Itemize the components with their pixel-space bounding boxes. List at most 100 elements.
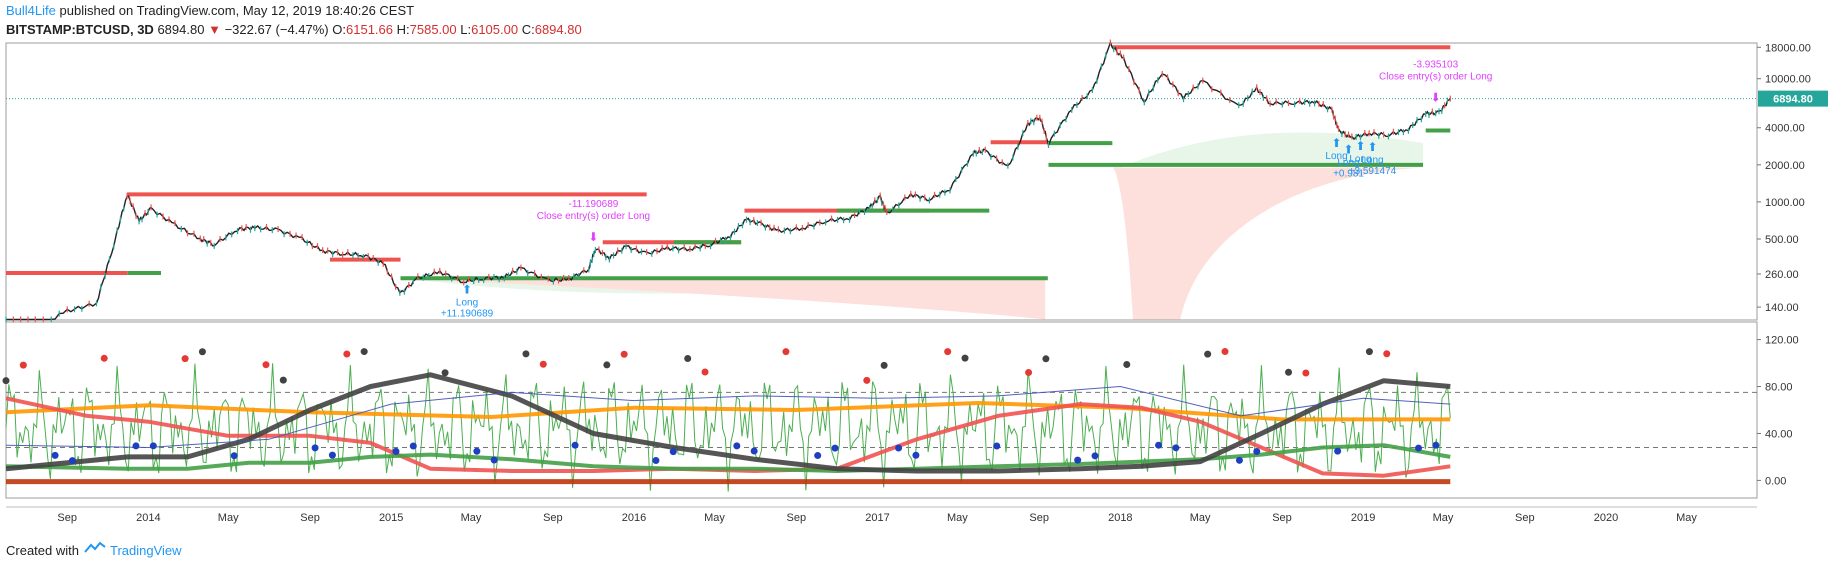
long-entry-arrow-icon: ⬆ — [1332, 136, 1342, 150]
y-tick-label: 140.00 — [1765, 302, 1799, 314]
exit-order-label: Close entry(s) order Long — [1379, 72, 1492, 83]
overbought-dot — [620, 350, 628, 358]
oversold-dot — [1074, 456, 1082, 464]
oversold-dot — [652, 456, 660, 464]
long-entry-label: Long — [1361, 155, 1383, 166]
exit-order-label: Close entry(s) order Long — [537, 211, 650, 222]
exit-profit-label: -3.935103 — [1413, 60, 1458, 71]
oversold-dot — [473, 447, 481, 455]
oscillator-pane-frame — [5, 321, 1758, 499]
y-tick-label: 4000.00 — [1765, 123, 1805, 135]
green-line-series — [5, 443, 1451, 473]
long-entry-arrow-icon: ⬆ — [1355, 139, 1365, 153]
x-tick-label: 2019 — [1351, 512, 1375, 524]
tradingview-link[interactable]: TradingView — [110, 543, 182, 558]
high-label: H: — [396, 22, 410, 37]
close-value: 6894.80 — [534, 22, 582, 37]
x-tick-label: May — [704, 512, 725, 524]
dark-line-series — [5, 372, 1451, 474]
tradingview-logo-icon — [83, 541, 110, 558]
y-tick-label: 260.00 — [1765, 269, 1799, 281]
overbought-dot — [603, 361, 611, 369]
y-tick-label: 1000.00 — [1765, 197, 1805, 209]
x-tick-label: Sep — [300, 512, 320, 524]
x-tick-label: Sep — [1515, 512, 1535, 524]
overbought-dot — [100, 354, 108, 362]
long-entry-label: Long — [1349, 154, 1371, 165]
oversold-dot — [831, 444, 839, 452]
created-with-label: Created with — [6, 543, 79, 558]
x-tick-label: 2014 — [136, 512, 160, 524]
overbought-dot — [944, 348, 952, 356]
oversold-dot — [1172, 444, 1180, 452]
overbought-dot — [522, 350, 530, 358]
oversold-dot — [490, 456, 498, 464]
overbought-dot — [441, 369, 449, 377]
last-price: 6894.80 — [157, 22, 205, 37]
symbol-line: BITSTAMP:BTCUSD, 3D 6894.80 ▼ −322.67 (−… — [6, 22, 582, 37]
osc-y-tick-label: 40.00 — [1765, 428, 1793, 440]
volume-profile-red-2 — [403, 278, 1046, 320]
open-value: 6151.66 — [346, 22, 393, 37]
oversold-dot — [311, 444, 319, 452]
low-value: 6105.00 — [471, 22, 519, 37]
long-entry-profit: +0.981 — [1333, 168, 1364, 179]
oversold-dot — [1091, 452, 1099, 460]
x-tick-label: May — [461, 512, 482, 524]
oversold-dot — [68, 457, 76, 465]
price-pane-frame — [5, 42, 1758, 321]
last-price-tag — [1758, 90, 1828, 107]
overbought-dot — [19, 361, 27, 369]
y-tick-label: 500.00 — [1765, 234, 1799, 246]
oversold-dot — [993, 442, 1001, 450]
overbought-dot — [198, 348, 206, 356]
overbought-dot — [1025, 368, 1033, 376]
overbought-dot — [701, 368, 709, 376]
long-entry-arrow-icon: ⬆ — [1343, 142, 1353, 156]
open-label: O: — [332, 22, 346, 37]
blue-line-series — [5, 386, 1451, 448]
overbought-dot — [1221, 348, 1229, 356]
exit-profit-label: -11.190689 — [569, 199, 619, 210]
overbought-dot — [1123, 360, 1131, 368]
y-tick-label: 10000.00 — [1765, 74, 1811, 86]
x-tick-label: 2020 — [1594, 512, 1618, 524]
oversold-dot — [1235, 456, 1243, 464]
high-value: 7585.00 — [409, 22, 457, 37]
overbought-dot — [863, 376, 871, 384]
oversold-dot — [392, 447, 400, 455]
low-label: L: — [460, 22, 472, 37]
oversold-dot — [409, 442, 417, 450]
oversold-dot — [895, 444, 903, 452]
volume-profile-red — [1113, 167, 1424, 320]
x-tick-label: May — [1190, 512, 1211, 524]
y-tick-label: 2000.00 — [1765, 160, 1805, 172]
overbought-dot — [343, 350, 351, 358]
x-tick-label: May — [218, 512, 239, 524]
x-tick-label: May — [1676, 512, 1697, 524]
y-tick-label: 18000.00 — [1765, 42, 1811, 54]
x-tick-label: 2015 — [379, 512, 403, 524]
close-label: C: — [521, 22, 535, 37]
oversold-dot — [328, 451, 336, 459]
last-price-tag-label: 6894.80 — [1773, 94, 1813, 106]
long-entry-arrow-icon: ⬆ — [462, 283, 472, 297]
author-link[interactable]: Bull4Life — [6, 3, 56, 18]
footer: Created with TradingView — [6, 541, 182, 558]
overbought-dot — [181, 355, 189, 363]
overbought-dot — [961, 354, 969, 362]
down-arrow-icon: ▼ — [208, 22, 221, 37]
oversold-dot — [149, 442, 157, 450]
x-tick-label: Sep — [1272, 512, 1292, 524]
oversold-dot — [1334, 447, 1342, 455]
oversold-dot — [912, 451, 920, 459]
x-tick-label: 2016 — [622, 512, 646, 524]
osc-y-tick-label: 80.00 — [1765, 382, 1793, 394]
overbought-dot — [1383, 350, 1391, 358]
overbought-dot — [2, 377, 10, 385]
chart-area[interactable]: 18000.00 10000.00 4000.00 2000.00 1000.00 500… — [0, 0, 1828, 540]
overbought-dot — [880, 361, 888, 369]
x-tick-label: Sep — [57, 512, 77, 524]
exit-arrow-icon: ⬇ — [1431, 91, 1441, 105]
long-entry-profit: +11.190689 — [441, 309, 494, 320]
